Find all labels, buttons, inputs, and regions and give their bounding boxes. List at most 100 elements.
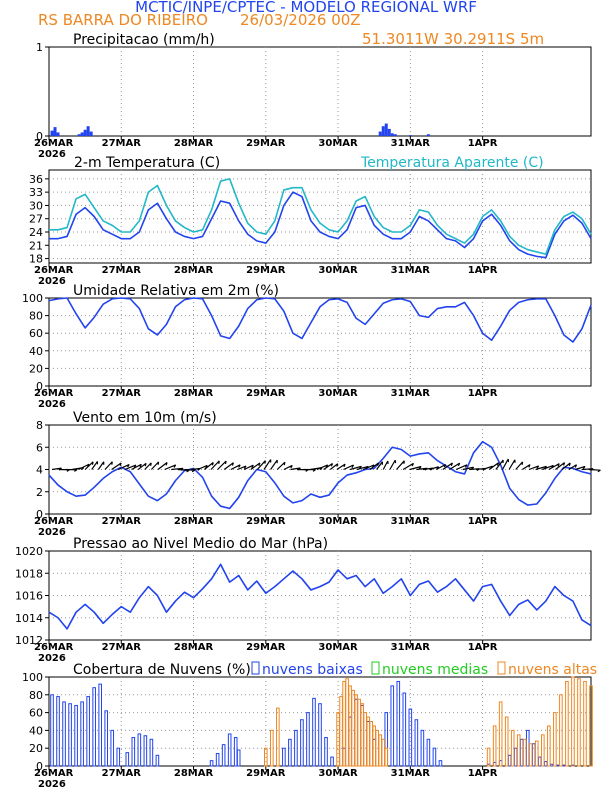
cloud-bar-orange [342, 680, 346, 767]
wind-vector [51, 467, 62, 471]
cloud-bar-orange [345, 678, 349, 767]
cloud-bar-blue [80, 701, 84, 767]
wind-vector-head [450, 462, 453, 467]
y-tick-label: 1012 [15, 634, 43, 647]
wind-vector-head [231, 462, 234, 466]
legend-label: nuvens altas [508, 662, 597, 678]
wind-vector-head [283, 462, 286, 466]
legend-swatch [497, 661, 506, 675]
wind-vector [495, 459, 504, 470]
wind-vector [356, 465, 369, 471]
cloud-bar-blue [92, 687, 96, 767]
cloud-bar-orange [516, 734, 521, 767]
wind-vector [568, 464, 577, 471]
wind-vector [197, 464, 208, 471]
wind-vector-head [496, 462, 500, 466]
cloud-bar-orange [571, 676, 575, 767]
x-tick-year: 2026 [38, 276, 66, 287]
y-tick-label: 2 [36, 486, 43, 499]
precip-bar [426, 134, 430, 136]
wind-vector [137, 462, 147, 470]
cloud-bar-orange [339, 696, 343, 767]
series-line-blue [49, 191, 592, 259]
x-tick-label: 27MAR [102, 768, 142, 779]
wind-vector-head [418, 466, 422, 470]
cloud-bar-orange [553, 712, 557, 767]
wind-vector [382, 460, 389, 470]
wind-vector-head [464, 464, 468, 468]
panel-frame [48, 297, 592, 387]
cloud-bar-blue [288, 738, 292, 767]
x-tick-label: 30MAR [318, 388, 358, 399]
cloud-bar-blue [312, 697, 316, 767]
cloud-bar-orange [535, 740, 539, 767]
wind-vector [508, 459, 516, 470]
wind-vector [276, 461, 286, 470]
cloud-bar-blue [282, 747, 286, 767]
x-tick-label: 27MAR [102, 138, 142, 149]
cloud-bar-orange [498, 701, 503, 767]
wind-vector-head [351, 464, 355, 468]
cloud-bar-blue [306, 712, 310, 767]
panel-title: Umidade Relativa em 2m (%) [73, 283, 279, 299]
header-run: 26/03/2026 00Z [240, 11, 361, 29]
legend-swatch [371, 661, 380, 675]
x-tick-label: 31MAR [391, 138, 431, 149]
y-tick-label: 18 [29, 253, 43, 266]
y-tick-label: 4 [36, 464, 43, 477]
cloud-bar-blue [104, 710, 109, 767]
wind-vector [429, 466, 439, 471]
cloud-bar-orange [577, 678, 581, 767]
wind-vector [442, 462, 453, 470]
x-tick-label: 28MAR [174, 768, 214, 779]
wind-vector [528, 465, 539, 471]
wind-vector [111, 462, 122, 470]
x-tick-label: 26MAR [34, 516, 74, 527]
x-tick-label: 28MAR [174, 388, 214, 399]
y-tick-label: 1016 [15, 590, 43, 603]
cloud-bar-orange [510, 729, 515, 767]
cloud-bar-orange [559, 694, 563, 767]
wind-vector-head [119, 462, 122, 466]
x-tick-label: 26MAR [34, 138, 74, 149]
cloud-bar-blue [227, 733, 232, 767]
precip-bar [53, 127, 57, 136]
cloud-bar-orange [363, 712, 367, 767]
precip-bar [381, 126, 385, 136]
header-title: MCTIC/INPE/CPTEC - MODELO REGIONAL WRF [135, 0, 477, 16]
cloud-bar-blue [390, 685, 395, 767]
wind-vector [409, 465, 422, 471]
wind-vector-head [144, 463, 147, 467]
wind-vector [402, 462, 414, 471]
wind-vector [131, 463, 142, 471]
y-tick-label: 1 [36, 41, 43, 54]
panel-frame [48, 169, 592, 264]
wind-vector [396, 460, 405, 470]
cloud-bar-orange [547, 725, 551, 767]
precip-bar [89, 131, 93, 136]
cloud-bar-orange [492, 725, 497, 767]
cloud-bar-blue [507, 754, 512, 767]
y-tick-label: 100 [22, 671, 43, 684]
y-tick-label: 6 [36, 441, 43, 454]
y-tick-label: 60 [29, 327, 43, 340]
x-tick-label: 28MAR [174, 642, 214, 653]
wind-vector-head [211, 462, 214, 466]
cloud-bar-orange [486, 747, 491, 767]
x-tick-year: 2026 [38, 779, 66, 790]
wind-vector [349, 465, 362, 471]
wind-vector [501, 458, 509, 470]
wind-vector-head [243, 465, 247, 469]
cloud-bar-orange [528, 743, 533, 767]
cloud-bar-blue [149, 738, 154, 767]
panel-title: Precipitacao (mm/h) [73, 32, 215, 48]
cloud-bar-blue [74, 704, 78, 767]
cloud-bar-blue [131, 737, 136, 767]
cloud-bar-blue [110, 729, 115, 767]
x-tick-label: 27MAR [102, 265, 142, 276]
wind-vector [416, 467, 428, 471]
y-tick-label: 24 [29, 226, 43, 239]
cloud-bar-blue [538, 756, 542, 767]
